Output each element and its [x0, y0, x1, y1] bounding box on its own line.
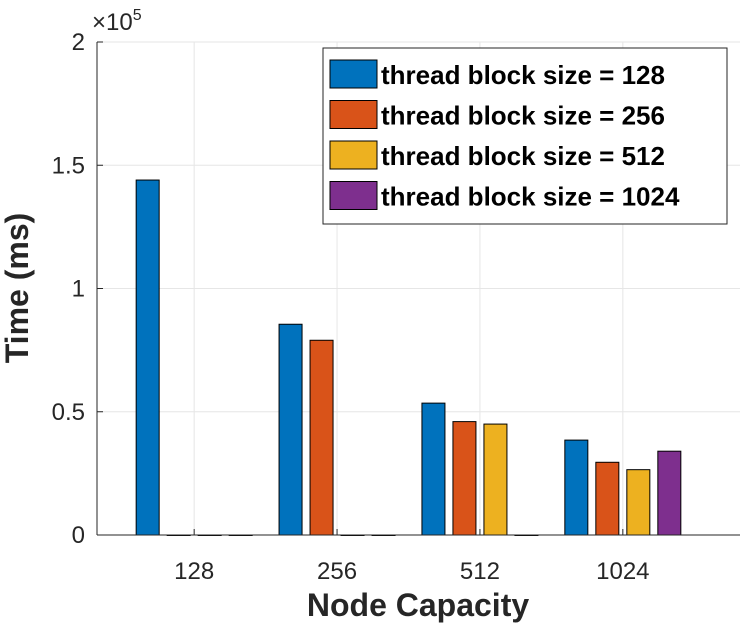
y-multiplier-base: ×10 [92, 9, 133, 36]
x-tick-labels: 128 256 512 1024 [174, 558, 649, 585]
y-axis-title: Time (ms) [0, 213, 35, 364]
legend-label-3: thread block size = 512 [381, 141, 665, 171]
x-axis-title: Node Capacity [307, 587, 529, 623]
bar-512-series-1 [421, 402, 446, 536]
bar-1024-series-3 [626, 469, 651, 536]
y-tick-labels: 0 0.5 1 1.5 2 [52, 29, 85, 549]
x-tick-label: 512 [460, 558, 500, 585]
bar-256-series-2 [309, 339, 334, 536]
x-tick-label: 1024 [596, 558, 649, 585]
y-multiplier-exponent: 5 [133, 7, 142, 24]
legend-label-1: thread block size = 128 [381, 60, 665, 90]
y-axis-multiplier: ×105 [92, 7, 142, 36]
legend-swatch-4 [329, 181, 378, 210]
y-tick-label: 1 [72, 276, 85, 303]
legend-swatch-2 [329, 100, 378, 129]
bar-1024-series-4 [657, 450, 682, 536]
bar-1024-series-1 [564, 439, 589, 536]
bar-512-series-2 [452, 421, 477, 536]
y-tick-label: 2 [72, 29, 85, 56]
y-tick-label: 1.5 [52, 152, 85, 179]
y-tick-label: 0.5 [52, 399, 85, 426]
y-tick-label: 0 [72, 522, 85, 549]
legend-swatch-3 [329, 140, 378, 170]
axes-group [96, 41, 740, 536]
x-tick-label: 256 [317, 558, 357, 585]
x-tick-label: 128 [174, 558, 214, 585]
bar-128-series-1 [135, 179, 160, 536]
bar-1024-series-2 [595, 461, 620, 536]
bar-512-series-3 [483, 423, 508, 536]
legend-box [322, 47, 728, 225]
legend-label-4: thread block size = 1024 [381, 182, 680, 212]
bar-256-series-1 [278, 323, 303, 536]
legend-swatch-1 [329, 59, 378, 89]
legend: thread block size = 128 thread block size… [322, 47, 728, 225]
legend-label-2: thread block size = 256 [381, 101, 665, 131]
